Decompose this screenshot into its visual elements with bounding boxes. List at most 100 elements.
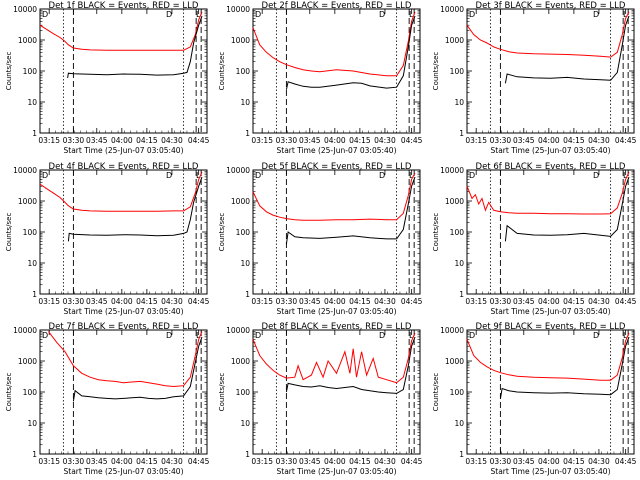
x-tick-label: 03:45 (513, 297, 535, 306)
x-tick-label: 03:30 (276, 136, 298, 145)
x-tick-label: 03:30 (490, 297, 512, 306)
x-tick-label: 04:00 (324, 136, 346, 145)
chart-title: Det 9f BLACK = Events, RED = LLD (476, 322, 626, 332)
y-axis-label: Counts/sec (5, 52, 13, 91)
plot-frame (252, 329, 421, 455)
series-lld-line (466, 332, 630, 381)
x-tick-label: 04:45 (401, 297, 423, 306)
y-axis-label: Counts/sec (218, 373, 226, 412)
series-events-line (504, 15, 630, 84)
chart-panel-7: Det 7f BLACK = Events, RED = LLD 1 10 100 10… (5, 322, 210, 476)
x-tick-label: 04:45 (188, 457, 210, 466)
y-tick-label: 10000 (226, 326, 250, 335)
x-tick-label: 03:15 (251, 136, 273, 145)
y-tick-label: 100 (236, 228, 251, 237)
y-tick-label: 1000 (231, 36, 250, 45)
y-tick-label: 10 (454, 259, 464, 268)
x-tick-label: 03:30 (276, 457, 298, 466)
x-tick-label: 04:15 (136, 457, 158, 466)
x-axis-label: Start Time (25-Jun-07 03:05:40) (491, 467, 611, 476)
chart-title: Det 1f BLACK = Events, RED = LLD (49, 1, 199, 11)
y-tick-label: 100 (236, 388, 251, 397)
corner-marker-D: D (593, 10, 599, 19)
x-tick-label: 03:45 (299, 136, 321, 145)
series-events-line (285, 336, 416, 394)
x-tick-label: 04:45 (615, 136, 637, 145)
chart-panel-4: Det 4f BLACK = Events, RED = LLD 1 10 100 10… (5, 162, 210, 316)
plot-frame (466, 8, 635, 134)
x-tick-label: 04:30 (374, 136, 396, 145)
x-tick-label: 03:45 (513, 457, 535, 466)
y-tick-label: 10000 (440, 5, 464, 14)
y-tick-label: 10000 (440, 326, 464, 335)
series-lld-line (252, 11, 416, 77)
x-tick-label: 04:15 (563, 297, 585, 306)
corner-marker-D: D (469, 10, 475, 19)
y-tick-label: 10 (454, 98, 464, 107)
chart-panel-2: Det 2f BLACK = Events, RED = LLD 1 10 100 10… (218, 1, 423, 155)
x-tick-label: 04:30 (161, 297, 183, 306)
y-tick-label: 100 (23, 388, 38, 397)
x-tick-label: 04:00 (111, 136, 133, 145)
corner-marker-D: D (379, 331, 385, 340)
x-tick-label: 04:00 (111, 457, 133, 466)
corner-marker-D: D (166, 171, 172, 180)
x-axis-label: Start Time (25-Jun-07 03:05:40) (277, 146, 397, 155)
x-tick-label: 04:00 (111, 297, 133, 306)
corner-marker-L: L (409, 10, 414, 19)
corner-marker-D: D (166, 331, 172, 340)
y-axis-label: Counts/sec (5, 213, 13, 252)
x-tick-label: 04:00 (324, 297, 346, 306)
y-axis-label: Counts/sec (5, 373, 13, 412)
y-tick-label: 10 (240, 98, 250, 107)
x-tick-label: 03:45 (86, 457, 108, 466)
corner-marker-D: D (42, 331, 48, 340)
x-tick-label: 04:00 (538, 136, 560, 145)
y-axis-label: Counts/sec (218, 213, 226, 252)
y-tick-label: 10000 (13, 166, 37, 175)
series-lld-line (466, 11, 630, 58)
x-tick-label: 04:30 (161, 136, 183, 145)
series-events-line (499, 336, 630, 399)
chart-panel-9: Det 9f BLACK = Events, RED = LLD 1 10 100 10… (432, 322, 637, 476)
x-tick-label: 04:15 (349, 297, 371, 306)
y-tick-label: 100 (450, 388, 465, 397)
y-tick-label: 10000 (226, 5, 250, 14)
corner-marker-D: D (593, 331, 599, 340)
y-tick-label: 100 (236, 67, 251, 76)
x-tick-label: 03:30 (63, 297, 85, 306)
x-tick-label: 04:30 (374, 457, 396, 466)
y-tick-label: 1000 (18, 36, 37, 45)
y-tick-label: 10 (27, 259, 37, 268)
x-tick-label: 04:30 (161, 457, 183, 466)
x-tick-label: 04:45 (615, 297, 637, 306)
x-tick-label: 04:00 (538, 297, 560, 306)
y-tick-label: 10 (240, 419, 250, 428)
series-events-line (72, 336, 203, 402)
x-axis-label: Start Time (25-Jun-07 03:05:40) (491, 146, 611, 155)
y-tick-label: 10000 (226, 166, 250, 175)
plot-frame (252, 169, 421, 295)
chart-panel-3: Det 3f BLACK = Events, RED = LLD 1 10 100 10… (432, 1, 637, 155)
x-tick-label: 04:45 (188, 136, 210, 145)
x-tick-label: 03:45 (86, 297, 108, 306)
y-tick-label: 1000 (231, 197, 250, 206)
x-tick-label: 04:00 (324, 457, 346, 466)
x-tick-label: 03:30 (490, 457, 512, 466)
x-tick-label: 04:15 (136, 297, 158, 306)
y-tick-label: 1000 (18, 197, 37, 206)
y-axis-label: Counts/sec (432, 213, 440, 252)
x-tick-label: 03:15 (251, 297, 273, 306)
y-tick-label: 1 (459, 450, 464, 459)
corner-marker-L: L (623, 10, 628, 19)
y-tick-label: 1 (32, 290, 37, 299)
plot-frame (466, 329, 635, 455)
plot-frame (466, 169, 635, 295)
corner-marker-D: D (379, 171, 385, 180)
x-tick-label: 03:45 (86, 136, 108, 145)
corner-marker-D: D (379, 10, 385, 19)
x-tick-label: 04:30 (374, 297, 396, 306)
corner-marker-D: D (255, 10, 261, 19)
y-axis-label: Counts/sec (432, 373, 440, 412)
